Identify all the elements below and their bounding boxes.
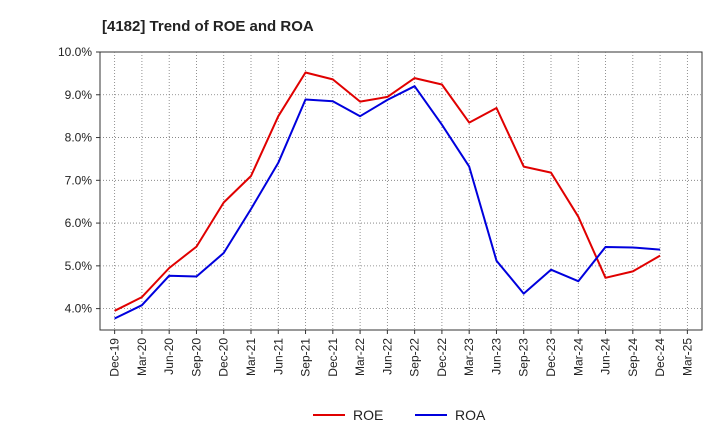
chart-title: [4182] Trend of ROE and ROA xyxy=(102,18,314,35)
x-tick-label: Dec-24 xyxy=(653,338,667,377)
x-tick-label: Dec-20 xyxy=(217,338,231,377)
y-tick-label: 7.0% xyxy=(65,173,93,187)
y-tick-label: 10.0% xyxy=(58,45,92,59)
x-tick-label: Jun-24 xyxy=(599,338,613,375)
x-tick-label: Mar-21 xyxy=(244,338,258,376)
x-tick-label: Jun-23 xyxy=(489,338,503,375)
x-tick-label: Mar-25 xyxy=(680,338,694,376)
x-tick-label: Jun-20 xyxy=(162,338,176,375)
x-tick-label: Sep-20 xyxy=(189,338,203,377)
y-tick-label: 8.0% xyxy=(65,131,93,145)
x-tick-label: Jun-22 xyxy=(380,338,394,375)
x-tick-label: Mar-22 xyxy=(353,338,367,376)
x-tick-label: Sep-21 xyxy=(299,338,313,377)
y-tick-label: 6.0% xyxy=(65,216,93,230)
legend-label-roa: ROA xyxy=(455,407,486,423)
x-tick-label: Sep-22 xyxy=(408,338,422,377)
y-tick-label: 4.0% xyxy=(65,302,93,316)
series-lines xyxy=(114,71,661,320)
y-axis-ticks: 4.0% 5.0% 6.0% 7.0% 8.0% 9.0% 10.0% xyxy=(58,45,100,316)
series-line-roa xyxy=(114,85,661,320)
legend-label-roe: ROE xyxy=(353,407,383,423)
x-tick-label: Dec-22 xyxy=(435,338,449,377)
grid xyxy=(100,52,702,330)
plot-area xyxy=(99,51,703,331)
series-line-roe xyxy=(114,71,661,312)
x-axis-ticks: Dec-19 Mar-20 Jun-20 Sep-20 Dec-20 Mar-21 Jun-… xyxy=(108,330,694,377)
x-tick-label: Sep-24 xyxy=(626,338,640,377)
x-tick-label: Mar-23 xyxy=(462,338,476,376)
y-tick-label: 9.0% xyxy=(65,88,93,102)
x-tick-label: Dec-23 xyxy=(544,338,558,377)
x-tick-label: Mar-24 xyxy=(571,338,585,376)
x-tick-label: Jun-21 xyxy=(271,338,285,375)
x-tick-label: Dec-19 xyxy=(108,338,122,377)
legend: ROE ROA xyxy=(313,407,486,423)
x-tick-label: Dec-21 xyxy=(326,338,340,377)
x-tick-label: Mar-20 xyxy=(135,338,149,376)
y-tick-label: 5.0% xyxy=(65,259,93,273)
x-tick-label: Sep-23 xyxy=(517,338,531,377)
